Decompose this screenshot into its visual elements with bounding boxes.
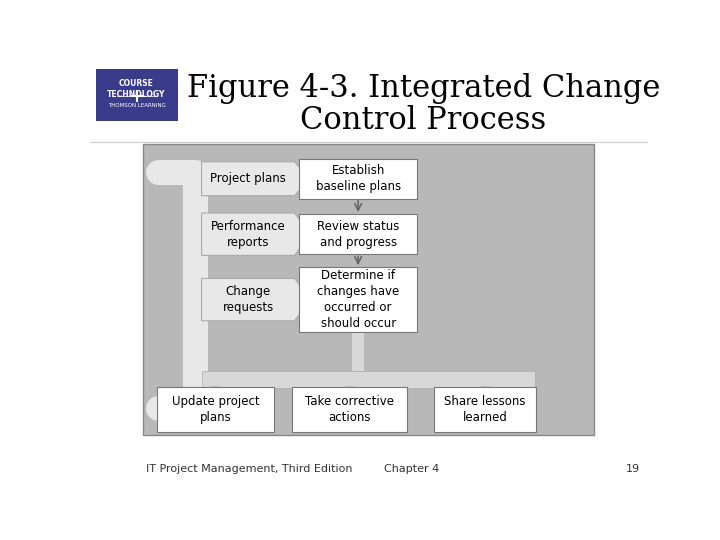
FancyBboxPatch shape	[300, 214, 417, 254]
Text: 19: 19	[626, 464, 639, 475]
Text: Review status
and progress: Review status and progress	[317, 220, 400, 249]
FancyBboxPatch shape	[202, 372, 535, 388]
Text: Update project
plans: Update project plans	[172, 395, 259, 424]
Text: Project plans: Project plans	[210, 172, 286, 185]
FancyBboxPatch shape	[434, 387, 536, 432]
FancyBboxPatch shape	[292, 387, 408, 432]
Text: Establish
baseline plans: Establish baseline plans	[315, 164, 401, 193]
Text: Take corrective
actions: Take corrective actions	[305, 395, 394, 424]
Text: Share lessons
learned: Share lessons learned	[444, 395, 526, 424]
Text: COURSE
TECHNOLOGY: COURSE TECHNOLOGY	[107, 79, 166, 99]
PathPatch shape	[469, 387, 500, 388]
Text: Chapter 4: Chapter 4	[384, 464, 439, 475]
Text: Change
requests: Change requests	[222, 285, 274, 314]
PathPatch shape	[202, 279, 310, 321]
Text: Determine if
changes have
occurred or
should occur: Determine if changes have occurred or sh…	[317, 269, 400, 330]
PathPatch shape	[202, 213, 310, 255]
PathPatch shape	[334, 387, 365, 388]
Text: Performance
reports: Performance reports	[211, 220, 285, 249]
PathPatch shape	[202, 162, 310, 195]
Text: THOMSON LEARNING: THOMSON LEARNING	[107, 103, 166, 109]
Text: Control Process: Control Process	[300, 105, 546, 136]
Text: IT Project Management, Third Edition: IT Project Management, Third Edition	[145, 464, 352, 475]
FancyBboxPatch shape	[96, 69, 178, 121]
Text: Figure 4-3. Integrated Change: Figure 4-3. Integrated Change	[186, 72, 660, 104]
PathPatch shape	[200, 387, 231, 388]
FancyBboxPatch shape	[143, 144, 594, 435]
FancyBboxPatch shape	[300, 267, 417, 332]
FancyBboxPatch shape	[157, 387, 274, 432]
FancyBboxPatch shape	[300, 159, 417, 199]
FancyBboxPatch shape	[352, 330, 364, 372]
